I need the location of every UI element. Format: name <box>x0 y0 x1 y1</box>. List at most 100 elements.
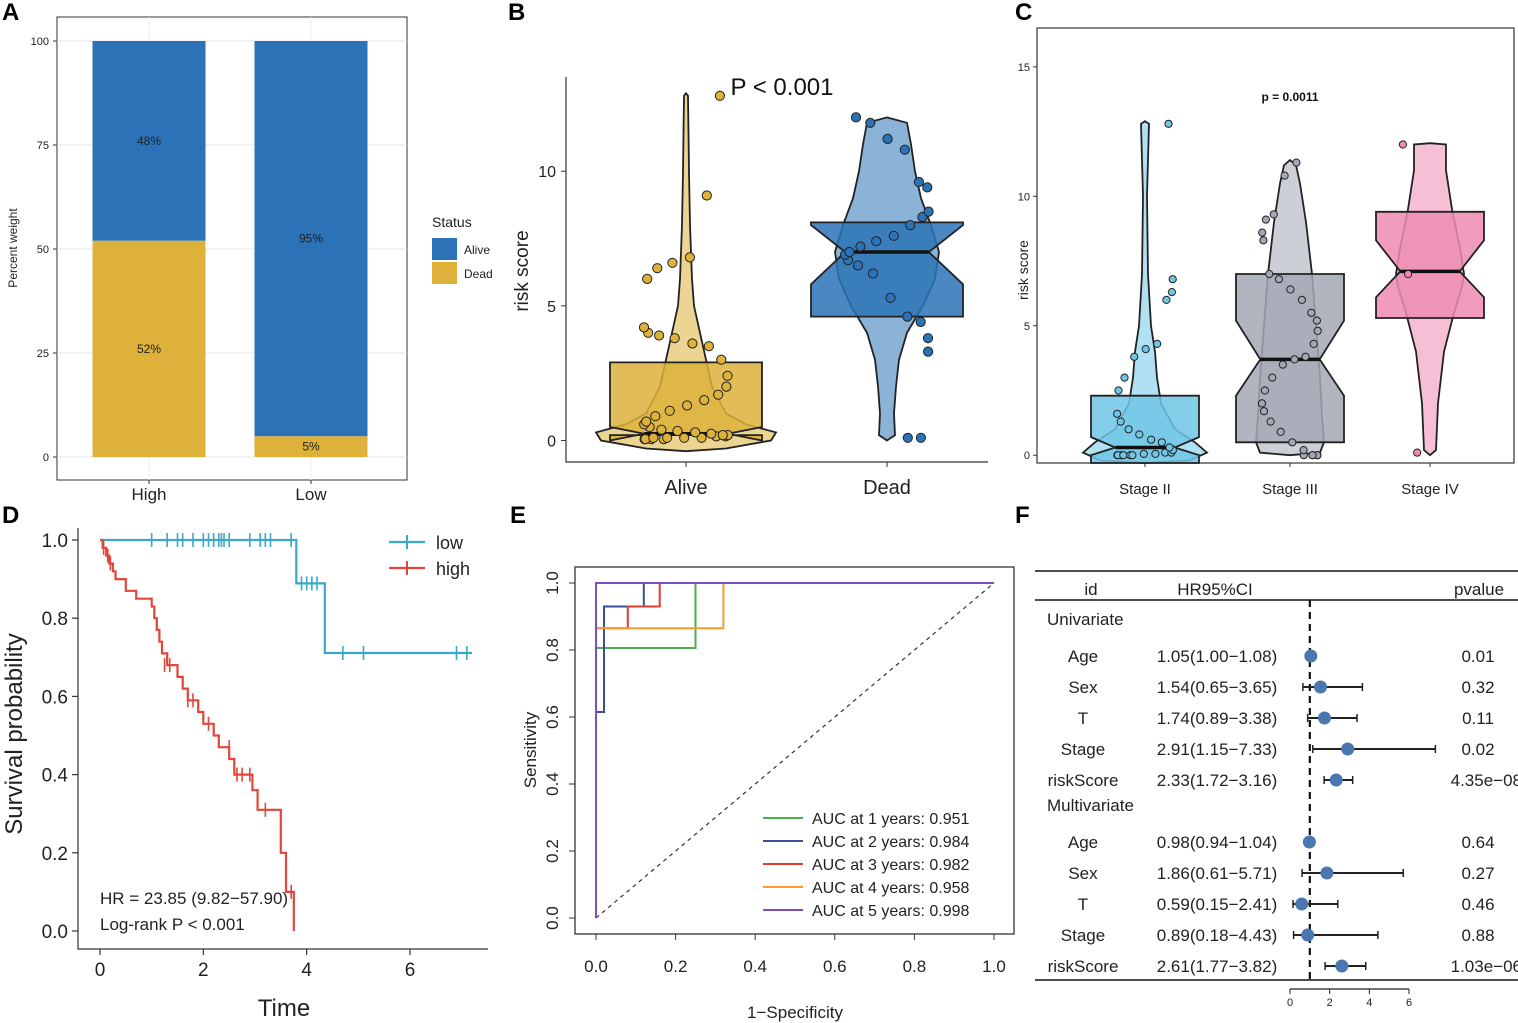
x-tick-label: Stage II <box>1119 481 1171 498</box>
row-hr-ci: 2.91(1.15−7.33) <box>1157 740 1278 759</box>
hazard-ratio-point <box>1301 928 1315 942</box>
data-point <box>1260 386 1270 395</box>
row-pvalue: 1.03e−06 <box>1451 957 1518 976</box>
data-point <box>915 432 927 443</box>
data-point <box>1297 295 1307 304</box>
row-label: Stage <box>1061 926 1105 945</box>
bar-alive-high <box>92 41 206 241</box>
data-point <box>865 117 876 128</box>
data-point <box>1259 236 1268 245</box>
data-point <box>923 346 934 357</box>
x-tick-label: 0 <box>95 960 106 981</box>
x-tick-label: 4 <box>1366 997 1372 1009</box>
legend-label: AUC at 3 years: 0.982 <box>812 857 970 874</box>
row-pvalue: 0.27 <box>1461 864 1494 883</box>
data-point <box>1290 355 1299 364</box>
panel-label-d: D <box>2 502 19 529</box>
logrank-annotation: Log-rank P < 0.001 <box>100 915 245 934</box>
data-point <box>882 133 893 144</box>
y-axis-label: risk score <box>1015 240 1031 300</box>
row-label: Age <box>1068 647 1098 666</box>
column-header-id: id <box>1084 580 1097 599</box>
x-axis-label: 1−Specificity <box>747 1003 843 1022</box>
panel-label-a: A <box>2 0 19 26</box>
data-point <box>696 432 707 443</box>
row-label: Sex <box>1068 864 1098 883</box>
row-label: riskScore <box>1048 957 1119 976</box>
data-point <box>855 241 866 252</box>
data-point <box>899 144 910 155</box>
row-hr-ci: 0.89(0.18−4.43) <box>1157 926 1278 945</box>
data-point <box>913 176 925 188</box>
x-tick-label: 4 <box>301 960 312 981</box>
data-point <box>669 333 680 344</box>
x-tick-label: 0.0 <box>584 957 608 976</box>
data-point <box>1114 386 1123 395</box>
x-tick-label: 1.0 <box>982 957 1006 976</box>
bar-data-label: 5% <box>302 440 320 454</box>
hazard-ratio-point <box>1335 959 1349 973</box>
panel-a-stacked-bar: 0 25 50 75 100 52% 48% High 5% 95% Low Percent weig… <box>6 16 493 504</box>
panel-label-e: E <box>510 502 526 529</box>
row-hr-ci: 1.74(0.89−3.38) <box>1157 709 1278 728</box>
data-point <box>699 395 710 406</box>
y-tick-label: 0.8 <box>42 609 68 630</box>
data-point <box>703 341 715 352</box>
x-tick-label: 2 <box>1327 997 1333 1009</box>
data-point <box>1168 275 1177 284</box>
row-hr-ci: 1.54(0.65−3.65) <box>1157 678 1278 697</box>
data-point <box>1398 140 1408 149</box>
row-label: Sex <box>1068 678 1098 697</box>
x-tick-label: Low <box>295 485 327 504</box>
data-point <box>905 220 916 231</box>
data-point <box>1413 448 1422 457</box>
bar-data-label: 48% <box>137 134 161 148</box>
data-point <box>716 354 727 365</box>
y-tick-label: 5 <box>547 299 556 316</box>
y-tick-label: 15 <box>1018 62 1030 74</box>
data-point <box>1266 417 1275 426</box>
y-axis-label: risk score <box>512 230 533 311</box>
p-value-annotation: P < 0.001 <box>731 74 834 101</box>
data-point <box>648 432 659 443</box>
data-point <box>922 333 934 344</box>
data-point <box>1307 308 1316 317</box>
panel-b-violin: 0 5 10 risk score P < 0.001 Alive Dead <box>512 74 988 499</box>
y-tick-label: 100 <box>31 36 49 48</box>
row-pvalue: 0.46 <box>1461 895 1494 914</box>
km-curve-high <box>100 538 295 931</box>
y-tick-label: 10 <box>1018 191 1030 203</box>
hazard-ratio-point <box>1295 897 1309 911</box>
x-tick-label: Stage IV <box>1401 481 1459 498</box>
y-tick-label: 0 <box>1024 450 1030 462</box>
data-point <box>1286 285 1295 294</box>
y-tick-label: 1.0 <box>42 531 68 552</box>
x-tick-label: High <box>132 485 167 504</box>
data-point <box>902 432 913 443</box>
hazard-ratio-point <box>1314 680 1327 694</box>
row-pvalue: 0.32 <box>1461 678 1494 697</box>
data-point <box>684 252 696 263</box>
row-pvalue: 0.64 <box>1461 833 1494 852</box>
row-hr-ci: 0.59(0.15−2.41) <box>1157 895 1278 914</box>
row-hr-ci: 1.05(1.00−1.08) <box>1157 647 1278 666</box>
x-tick-label: 0 <box>1287 997 1293 1009</box>
data-point <box>1259 407 1269 416</box>
y-tick-label: 0.4 <box>42 766 69 787</box>
data-point <box>1135 430 1144 439</box>
data-point <box>687 338 698 349</box>
panel-c-violin: 0 5 10 15 risk score p = 0.0011 Stage II Stage … <box>1015 27 1515 498</box>
data-point <box>1274 275 1284 284</box>
row-pvalue: 0.11 <box>1462 709 1494 728</box>
y-tick-label: 0.2 <box>543 839 562 863</box>
data-point <box>672 425 683 437</box>
y-tick-label: 0.0 <box>42 922 68 943</box>
data-point <box>664 405 675 416</box>
data-point <box>717 430 728 441</box>
y-tick-label: 0.4 <box>543 772 562 796</box>
data-point <box>662 432 673 443</box>
panel-d-km: 0.0 0.2 0.4 0.6 0.8 1.0 0 2 4 6 Time Survival proba… <box>1 528 488 1022</box>
data-point <box>1124 425 1133 434</box>
x-axis-label: Time <box>258 995 310 1022</box>
x-tick-label: Alive <box>664 477 707 499</box>
